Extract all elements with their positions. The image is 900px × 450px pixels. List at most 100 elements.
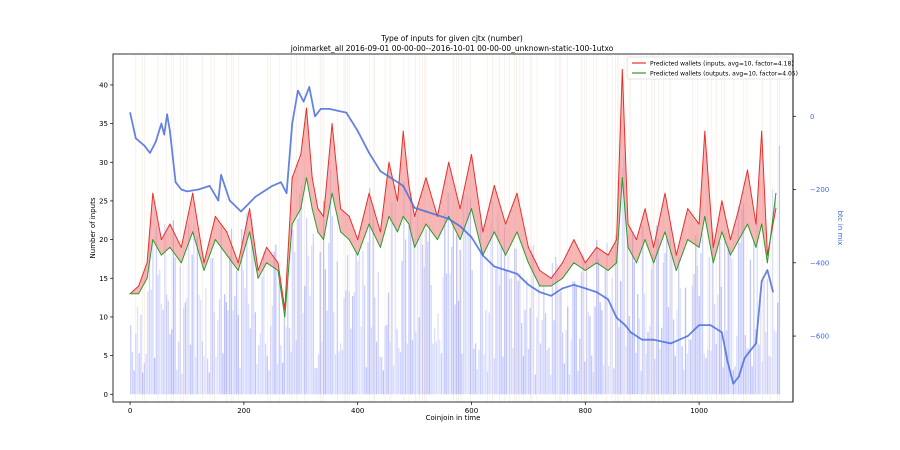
cjtx-bar	[500, 246, 502, 395]
cjtx-bar	[570, 340, 572, 395]
cjtx-bar	[623, 155, 625, 395]
cjtx-bar	[457, 300, 460, 395]
series-line-2	[129, 86, 774, 385]
data-point	[146, 262, 148, 264]
data-point	[616, 317, 618, 319]
cjtx-bar	[486, 371, 489, 395]
data-point	[160, 123, 162, 125]
data-point	[203, 262, 205, 264]
cjtx-bar	[657, 239, 659, 395]
cjtx-bar	[532, 244, 535, 395]
cjtx-bar	[266, 356, 268, 395]
fill-between-segment	[551, 262, 563, 286]
cjtx-bar	[667, 306, 670, 395]
cjtx-bar	[713, 303, 716, 395]
cjtx-bar	[705, 358, 707, 395]
cjtx-bar	[505, 269, 507, 395]
data-point	[627, 246, 629, 248]
cjtx-bar	[285, 327, 287, 395]
cjtx-bar	[273, 251, 275, 395]
cjtx-bar	[763, 280, 765, 395]
x-tick-label: 200	[237, 407, 250, 415]
data-point	[311, 177, 313, 179]
cjtx-bar	[459, 249, 461, 395]
cjtx-bar	[242, 269, 245, 395]
cjtx-bar	[138, 353, 140, 395]
cjtx-bar	[165, 294, 168, 395]
data-point	[493, 265, 495, 267]
cjtx-bar	[650, 269, 653, 395]
data-point	[516, 192, 518, 194]
chart-title: Type of inputs for given cjtx (number)	[380, 34, 523, 43]
cjtx-bar	[452, 221, 455, 395]
fill-between-segment	[608, 239, 617, 271]
cjtx-bar	[736, 335, 738, 395]
cjtx-bar	[210, 258, 212, 395]
cjtx-bar	[343, 297, 345, 395]
cjtx-bar	[560, 291, 562, 395]
fill-between-segment	[627, 224, 637, 263]
cjtx-bar	[239, 367, 241, 395]
x-tick-label: 400	[351, 407, 364, 415]
cjtx-bar	[304, 285, 306, 395]
cjtx-bar	[445, 273, 448, 395]
cjtx-bar	[336, 261, 338, 395]
cjtx-bar	[756, 221, 758, 395]
cjtx-bar	[358, 254, 361, 395]
data-point	[300, 154, 302, 156]
cjtx-bar	[143, 363, 146, 395]
fill-between-segment	[664, 193, 677, 271]
cjtx-bar	[686, 353, 688, 395]
fill-between-segment	[369, 193, 381, 248]
data-point	[368, 152, 370, 154]
data-point	[323, 215, 325, 217]
fill-between-segment	[505, 193, 518, 256]
cjtx-bar	[635, 352, 637, 395]
x-tick-label: 1000	[690, 407, 708, 415]
cjtx-bar	[466, 194, 468, 395]
data-point	[320, 108, 322, 110]
cjtx-bar	[427, 241, 429, 395]
cjtx-bar	[140, 314, 142, 395]
cjtx-bar	[490, 222, 492, 395]
cjtx-bar	[744, 335, 746, 395]
cjtx-bar	[184, 302, 186, 395]
data-point	[584, 270, 586, 272]
cjtx-bar	[222, 353, 224, 395]
data-point	[607, 254, 609, 256]
fill-between-segment	[312, 177, 318, 232]
cjtx-bar	[481, 251, 484, 395]
data-point	[240, 211, 242, 213]
chart-subtitle: joinmarket_all 2016-09-01 00-00-00--2016…	[290, 44, 614, 53]
cjtx-bar	[652, 254, 654, 395]
cjtx-bar	[433, 327, 436, 395]
data-point	[203, 270, 205, 272]
cjtx-bar	[355, 249, 357, 395]
data-point	[573, 262, 575, 264]
data-point	[263, 190, 265, 192]
cjtx-bar	[379, 356, 381, 395]
cjtx-bar	[171, 329, 173, 395]
data-point	[470, 154, 472, 156]
right-tick-label: 0	[810, 113, 814, 121]
cjtx-bar	[761, 361, 764, 395]
data-point	[277, 270, 279, 272]
cjtx-bar	[461, 353, 463, 395]
data-point	[459, 208, 461, 210]
right-tick-label: −400	[810, 259, 829, 267]
cjtx-bar	[251, 218, 253, 395]
data-point	[257, 270, 259, 272]
cjtx-bar	[640, 371, 642, 395]
cjtx-bar	[674, 355, 676, 395]
cjtx-bar	[432, 343, 434, 395]
cjtx-bar	[712, 232, 714, 395]
x-tick-label: 800	[579, 407, 592, 415]
data-point	[186, 190, 188, 192]
cjtx-bar	[502, 356, 504, 395]
data-point	[729, 239, 731, 241]
data-point	[698, 223, 700, 225]
data-point	[297, 90, 299, 92]
data-point	[229, 200, 231, 202]
cjtx-bar	[292, 229, 294, 395]
data-point	[169, 130, 171, 132]
